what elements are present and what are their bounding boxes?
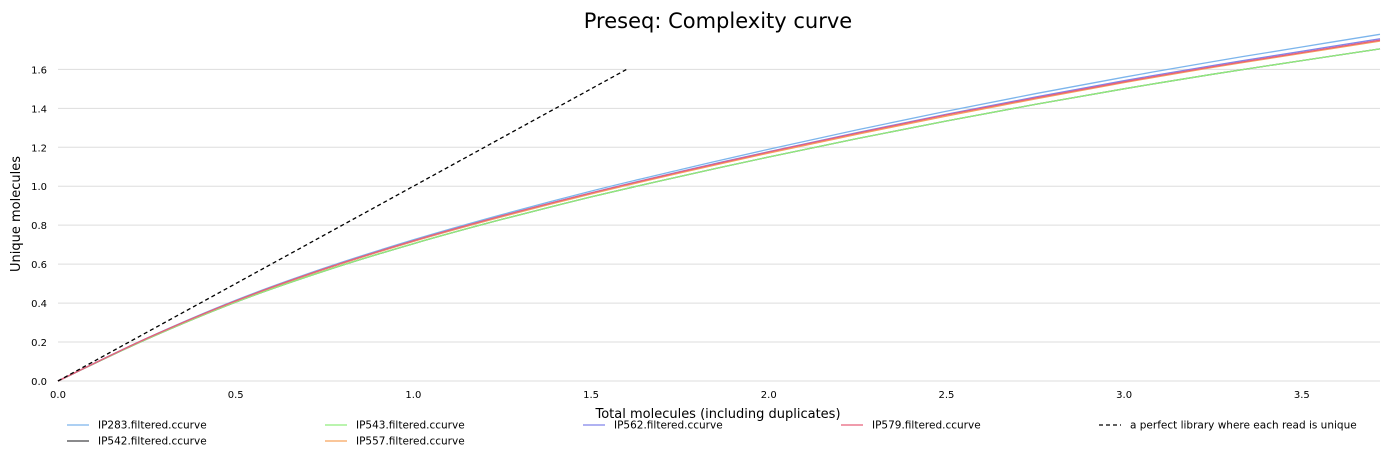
- x-tick-label: 3.5: [1294, 390, 1310, 401]
- series-line-ip543-filtered-ccurve: [57, 48, 1381, 382]
- legend-item[interactable]: IP562.filtered.ccurve: [583, 420, 723, 432]
- series-line-ip283-filtered-ccurve: [57, 33, 1381, 382]
- legend-item[interactable]: IP542.filtered.ccurve: [67, 436, 207, 448]
- y-tick-label: 1.4: [31, 104, 47, 115]
- x-axis-label: Total molecules (including duplicates): [594, 407, 840, 422]
- y-axis-label: Unique molecules: [9, 156, 24, 272]
- x-tick-label: 1.0: [405, 390, 421, 401]
- series-line-ip557-filtered-ccurve: [57, 40, 1381, 382]
- y-tick-label: 1.2: [31, 143, 47, 154]
- legend-item[interactable]: a perfect library where each read is uni…: [1099, 420, 1357, 432]
- y-tick-label: 0.6: [31, 260, 47, 271]
- legend-label: IP283.filtered.ccurve: [98, 420, 207, 432]
- y-tick-label: 0.2: [31, 338, 47, 349]
- legend-label: IP543.filtered.ccurve: [356, 420, 465, 432]
- y-tick-label: 0.4: [31, 299, 47, 310]
- legend-item[interactable]: IP557.filtered.ccurve: [325, 436, 465, 448]
- x-tick-labels: 0.0 0.5 1.0 1.5 2.0 2.5 3.0 3.5: [50, 390, 1310, 401]
- series-lines: [57, 33, 1381, 382]
- legend-item[interactable]: IP579.filtered.ccurve: [841, 420, 981, 432]
- y-tick-label: 1.6: [31, 65, 47, 76]
- legend-label: IP542.filtered.ccurve: [98, 436, 207, 448]
- grid-lines: [58, 68, 1380, 382]
- y-tick-label: 0.0: [31, 377, 47, 388]
- legend: IP283.filtered.ccurve IP542.filtered.ccur…: [67, 420, 1357, 448]
- legend-label: IP562.filtered.ccurve: [614, 420, 723, 432]
- chart-title: Preseq: Complexity curve: [584, 9, 852, 33]
- y-tick-label: 1.0: [31, 182, 47, 193]
- series-line-ip579-filtered-ccurve: [57, 39, 1381, 382]
- legend-item[interactable]: IP283.filtered.ccurve: [67, 420, 207, 432]
- y-tick-label: 0.8: [31, 221, 47, 232]
- series-line-a-perfect-library-where-each-read-is-unique: [57, 68, 627, 382]
- series-line-ip542-filtered-ccurve: [57, 48, 1381, 382]
- x-tick-label: 2.5: [938, 390, 954, 401]
- x-tick-label: 3.0: [1116, 390, 1132, 401]
- x-tick-label: 1.5: [583, 390, 599, 401]
- legend-label: IP557.filtered.ccurve: [356, 436, 465, 448]
- x-tick-label: 0.0: [50, 390, 66, 401]
- legend-label: IP579.filtered.ccurve: [872, 420, 981, 432]
- x-tick-label: 0.5: [228, 390, 244, 401]
- series-line-ip562-filtered-ccurve: [57, 38, 1381, 382]
- legend-item[interactable]: IP543.filtered.ccurve: [325, 420, 465, 432]
- y-tick-labels: 0.0 0.2 0.4 0.6 0.8 1.0 1.2 1.4 1.6: [31, 65, 47, 388]
- legend-label: a perfect library where each read is uni…: [1130, 420, 1357, 432]
- x-tick-label: 2.0: [761, 390, 777, 401]
